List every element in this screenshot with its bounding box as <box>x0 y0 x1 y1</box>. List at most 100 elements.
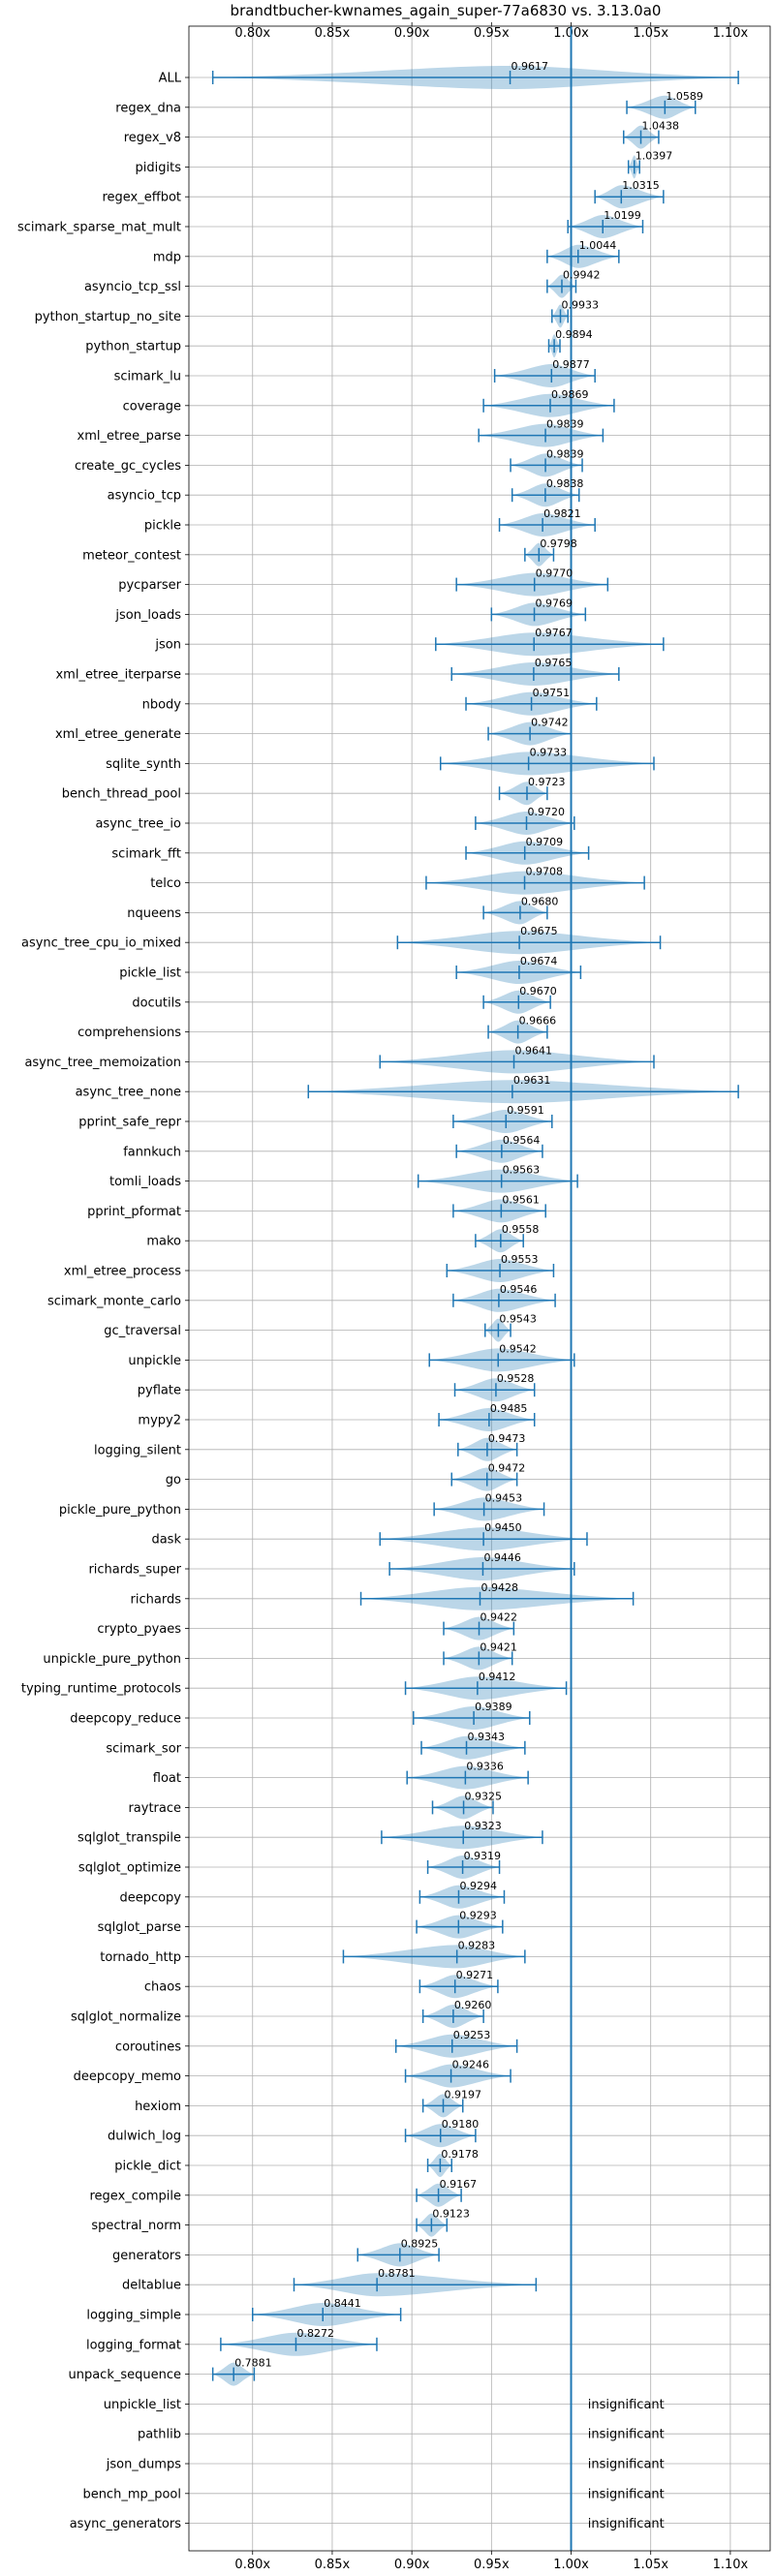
value-label: 1.0397 <box>636 149 673 162</box>
x-tick-label-top: 0.90x <box>394 26 430 41</box>
insignificant-label: insignificant <box>588 2517 665 2531</box>
value-label: 0.8441 <box>324 2297 361 2310</box>
y-tick-label: pickle <box>144 519 181 534</box>
value-label: 0.9293 <box>459 1910 497 1922</box>
value-label: 0.9319 <box>464 1850 501 1862</box>
y-tick-label: gc_traversal <box>104 1324 181 1338</box>
y-tick-label: scimark_monte_carlo <box>47 1294 181 1308</box>
y-tick-label: scimark_sparse_mat_mult <box>17 221 181 235</box>
x-tick-label-top: 1.05x <box>633 26 668 41</box>
axis-layer: 0.80x 0.80x 0.85x 0.85x 0.90x 0.90x 0.95x 0.95x… <box>17 22 749 2572</box>
value-label: 1.0044 <box>579 239 617 252</box>
value-label: 0.9343 <box>468 1731 505 1743</box>
y-tick-label: async_tree_cpu_io_mixed <box>21 936 181 951</box>
y-tick-label: bench_thread_pool <box>62 787 181 802</box>
value-label: 0.9798 <box>540 537 577 550</box>
y-tick-label: pyflate <box>138 1384 181 1398</box>
value-label: 0.9742 <box>531 717 569 729</box>
y-tick-label: unpickle_pure_python <box>43 1652 181 1667</box>
value-label: 0.9271 <box>456 1969 494 1981</box>
y-tick-label: pickle_dict <box>114 2160 181 2174</box>
y-tick-label: python_startup <box>85 340 181 354</box>
y-tick-label: meteor_contest <box>82 548 181 563</box>
y-tick-label: deepcopy <box>119 1890 181 1905</box>
y-tick-label: json_loads <box>114 608 181 623</box>
y-tick-label: pprint_pformat <box>87 1205 181 1219</box>
value-label: 0.9472 <box>488 1462 526 1475</box>
y-tick-label: tornado_http <box>100 1950 181 1965</box>
y-tick-label: async_generators <box>70 2517 182 2531</box>
y-tick-label: mdp <box>153 250 181 264</box>
y-tick-label: regex_dna <box>115 101 181 115</box>
y-tick-label: unpickle <box>128 1354 181 1368</box>
value-label: 0.9542 <box>499 1342 537 1355</box>
value-label: 0.9942 <box>563 269 601 282</box>
violin-layer <box>211 26 739 2551</box>
value-label: 0.9680 <box>521 895 559 907</box>
value-label: 0.9428 <box>480 1581 518 1594</box>
grid-layer <box>189 26 770 2551</box>
y-tick-label: logging_format <box>86 2338 181 2352</box>
y-tick-label: json_dumps <box>106 2458 181 2472</box>
y-tick-label: deltablue <box>122 2279 181 2293</box>
value-label: 0.9412 <box>479 1671 516 1683</box>
y-tick-label: richards <box>131 1592 182 1607</box>
y-tick-label: dask <box>151 1533 181 1548</box>
insignificant-label: insignificant <box>588 2458 665 2472</box>
y-tick-label: coroutines <box>115 2039 181 2054</box>
y-tick-label: pycparser <box>118 578 181 593</box>
y-tick-label: pickle_list <box>119 966 181 981</box>
x-tick-label-bottom: 1.05x <box>633 2558 668 2572</box>
y-tick-label: tomli_loads <box>109 1175 181 1189</box>
value-label: 0.9421 <box>480 1641 517 1653</box>
y-tick-label: async_tree_memoization <box>24 1056 181 1070</box>
value-label: 0.9325 <box>465 1790 503 1802</box>
y-tick-label: python_startup_no_site <box>35 310 181 324</box>
y-tick-label: dulwich_log <box>108 2130 181 2144</box>
value-label: 0.9561 <box>502 1193 540 1206</box>
x-tick-label-top: 0.80x <box>234 26 270 41</box>
y-tick-label: unpickle_list <box>104 2398 181 2412</box>
value-label: 0.9323 <box>464 1820 502 1832</box>
y-tick-label: scimark_lu <box>114 370 181 384</box>
y-tick-label: json <box>154 638 181 653</box>
value-label: 1.0438 <box>642 120 680 133</box>
y-tick-label: sqlglot_parse <box>98 1920 181 1935</box>
y-tick-label: telco <box>150 876 181 891</box>
y-tick-label: pathlib <box>138 2428 181 2442</box>
value-label: 0.9839 <box>546 418 584 431</box>
value-label: 0.9617 <box>512 60 549 73</box>
y-tick-label: ALL <box>159 72 182 86</box>
value-label: 0.9720 <box>527 806 565 818</box>
value-label: 0.9838 <box>546 477 584 490</box>
value-label: 0.8925 <box>401 2237 439 2250</box>
plot-frame <box>188 25 771 2552</box>
value-label: 0.9708 <box>526 866 564 878</box>
y-tick-label: asyncio_tcp_ssl <box>84 280 181 294</box>
value-label: 0.9769 <box>536 597 574 609</box>
value-label: 0.9767 <box>535 627 573 639</box>
y-tick-label: go <box>166 1473 181 1487</box>
y-tick-label: chaos <box>144 1980 181 1995</box>
value-label: 0.9283 <box>458 1939 496 1951</box>
value-label: 0.9389 <box>475 1701 512 1713</box>
y-tick-label: unpack_sequence <box>68 2368 181 2382</box>
value-label: 0.9543 <box>499 1313 537 1326</box>
value-label: 0.9558 <box>502 1223 540 1236</box>
y-tick-label: fannkuch <box>123 1145 181 1159</box>
y-tick-label: typing_runtime_protocols <box>21 1682 181 1697</box>
y-tick-label: pprint_safe_repr <box>78 1116 181 1130</box>
value-label: 0.9260 <box>454 1999 492 2011</box>
value-label: 0.9869 <box>551 388 589 401</box>
value-label: 0.9666 <box>519 1015 557 1027</box>
value-label: 0.9167 <box>440 2178 478 2191</box>
value-label: 0.9770 <box>536 567 574 580</box>
value-label: 0.9723 <box>528 776 566 788</box>
y-tick-label: richards_super <box>88 1563 181 1578</box>
y-tick-label: scimark_sor <box>106 1741 181 1756</box>
y-tick-label: xml_etree_iterparse <box>55 668 181 683</box>
value-label: 0.7881 <box>234 2357 271 2370</box>
x-tick-label-top: 1.10x <box>713 26 749 41</box>
y-tick-label: spectral_norm <box>91 2219 181 2233</box>
value-label: 0.9546 <box>500 1283 538 1296</box>
